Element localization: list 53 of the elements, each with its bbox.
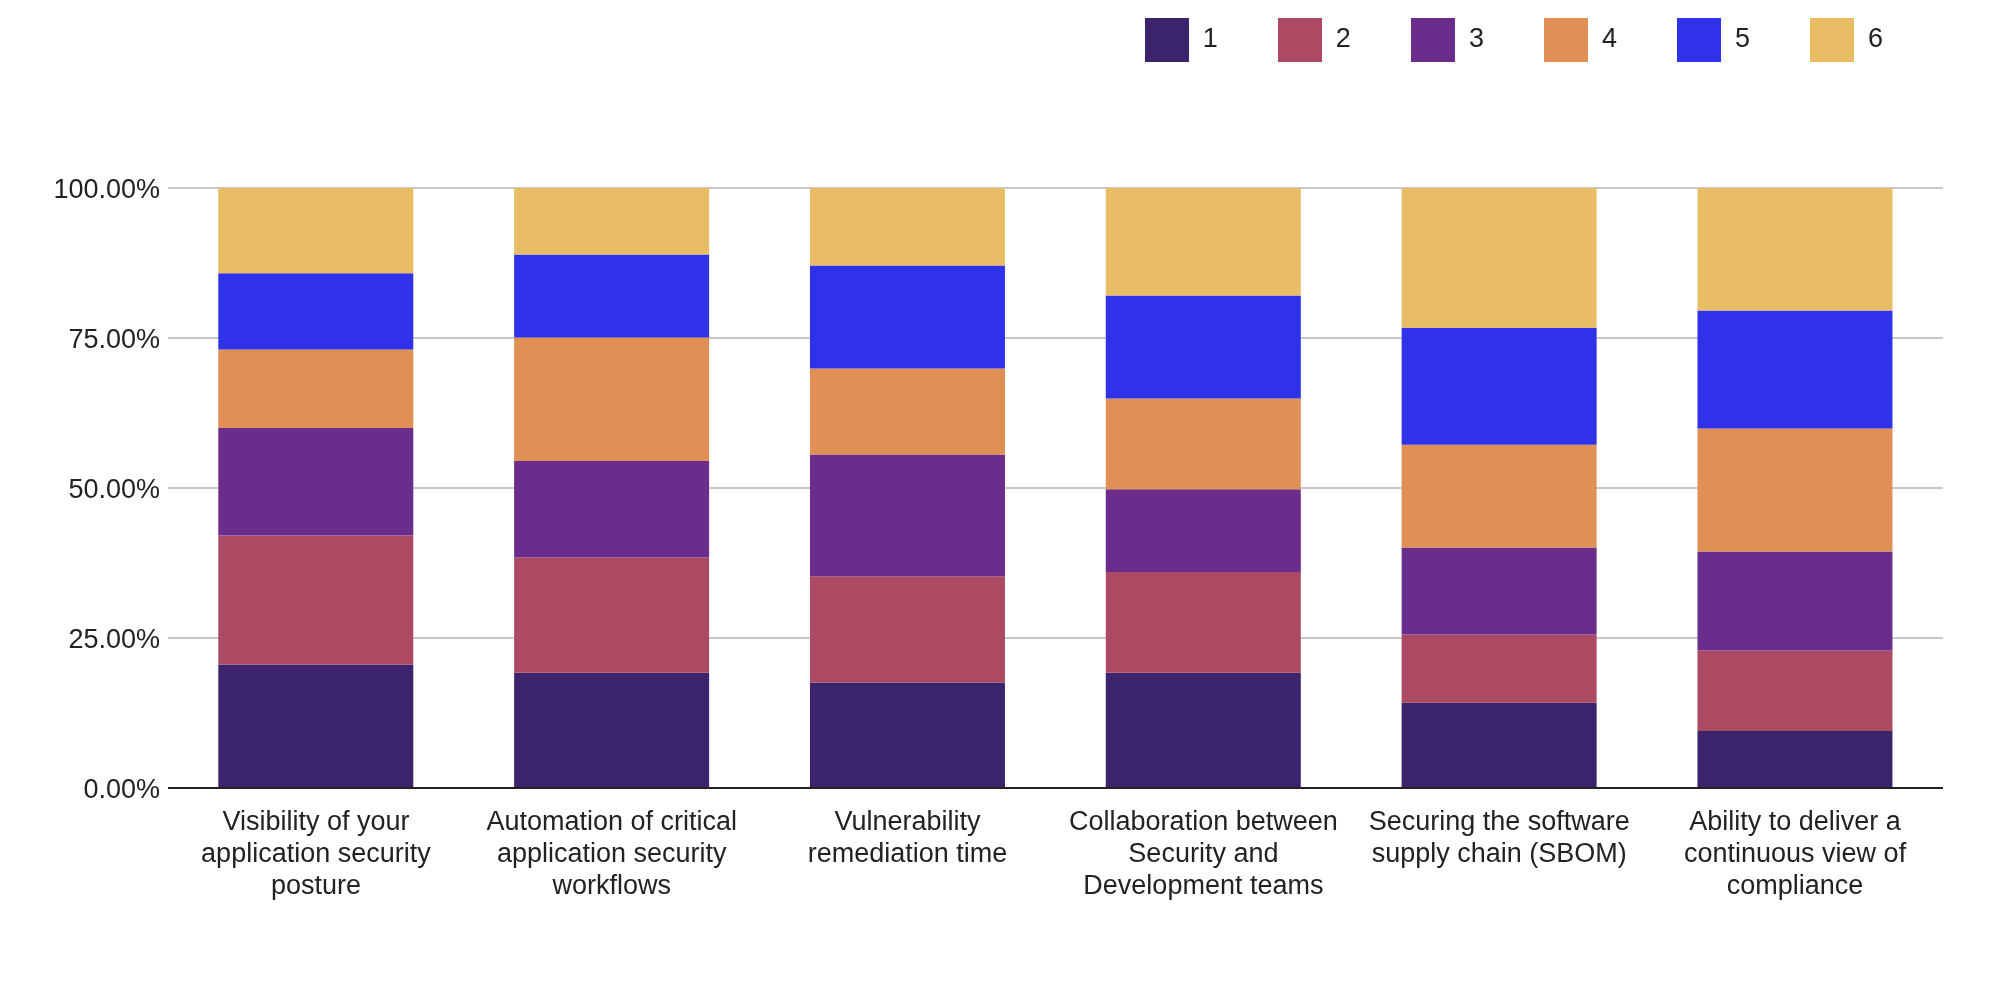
bar [809,682,1005,788]
bar [809,576,1005,683]
bar [1105,672,1301,788]
bar [1105,188,1301,296]
y-tick-label: 75.00% [68,323,160,354]
bar [1401,702,1597,788]
bar [1401,188,1597,328]
x-tick-label: Collaboration between Security and Development teams [1069,806,1338,900]
bar [218,535,414,665]
bar [514,557,710,673]
x-tick-label: Automation of critical application security workflows [486,806,738,900]
bar [514,461,710,558]
bar [809,368,1005,455]
bar [514,188,710,255]
bar [1105,398,1301,490]
bar [1697,731,1893,788]
x-tick-label: Vulnerability remediation time [807,806,1008,868]
legend-label: 1 [1202,23,1218,54]
legend-label: 3 [1468,23,1484,54]
bar [218,428,414,536]
legend-label: 5 [1734,23,1750,54]
bar [1105,489,1301,572]
legend-label: 2 [1335,23,1351,54]
bar [1105,295,1301,399]
legend-label: 4 [1601,23,1617,54]
y-tick-label: 0.00% [83,773,160,804]
bar [514,254,710,338]
y-tick-label: 100.00% [53,173,160,204]
bar [1401,327,1597,445]
bar [1105,572,1301,673]
bar [809,265,1005,369]
x-tick-label: Visibility of your application security posture [201,806,432,900]
bar [809,188,1005,266]
bar [1401,634,1597,703]
bar [218,664,414,788]
bar [1401,444,1597,548]
bar [1697,188,1893,311]
bar [1697,650,1893,731]
bar [514,337,710,461]
bar [809,454,1005,577]
x-tick-label: Securing the software supply chain (SBOM) [1368,806,1630,868]
y-tick-label: 25.00% [68,623,160,654]
legend-label: 6 [1867,23,1883,54]
bar [218,188,414,274]
x-tick-label: Ability to deliver a continuous view of compliance [1684,806,1907,900]
bar [1697,428,1893,552]
bar [218,273,414,350]
bar [1697,551,1893,651]
bar [1401,547,1597,635]
bar [218,349,414,428]
bar [514,672,710,788]
bar [1697,310,1893,429]
y-tick-label: 50.00% [68,473,160,504]
